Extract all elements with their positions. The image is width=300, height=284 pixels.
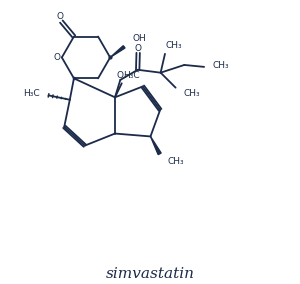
Text: O: O [56, 12, 63, 21]
Polygon shape [151, 136, 161, 154]
Text: CH₃: CH₃ [168, 157, 184, 166]
Text: CH₃: CH₃ [166, 41, 183, 50]
Text: O: O [53, 53, 60, 62]
Text: simvastatin: simvastatin [106, 267, 194, 281]
Text: O: O [135, 43, 142, 53]
Text: H₃C: H₃C [23, 89, 39, 98]
Text: CH₃: CH₃ [183, 89, 200, 98]
Text: O: O [116, 71, 123, 80]
Text: CH₃: CH₃ [212, 61, 229, 70]
Text: H₃C: H₃C [123, 71, 139, 80]
Polygon shape [110, 46, 125, 57]
Text: OH: OH [132, 34, 146, 43]
